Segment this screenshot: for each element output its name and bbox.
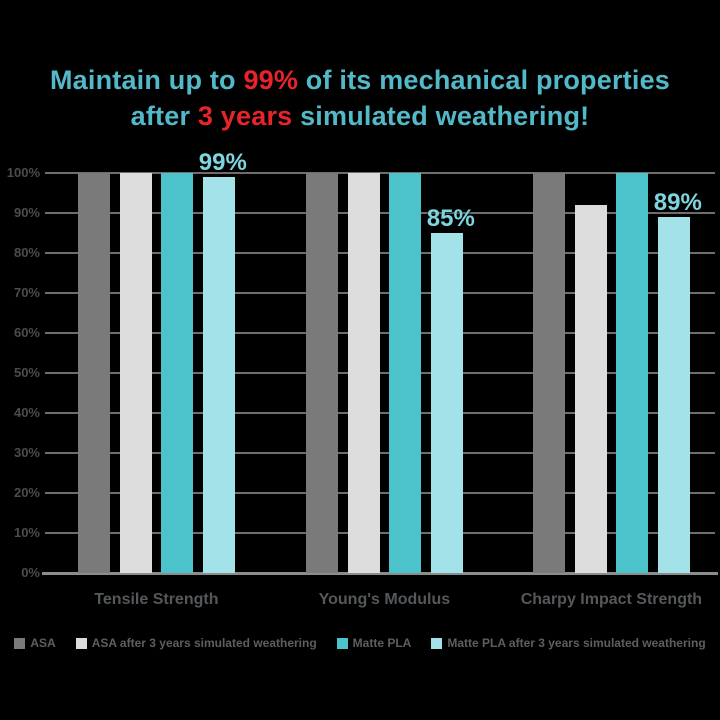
y-axis-tick-label: 40% bbox=[13, 405, 40, 420]
bar-series3-cat3 bbox=[616, 173, 649, 573]
y-axis-tick-label: 50% bbox=[13, 365, 40, 380]
y-axis-tick-label: 100% bbox=[6, 165, 40, 180]
y-axis-tick-label: 60% bbox=[13, 325, 40, 340]
category-label-2: Young's Modulus bbox=[318, 591, 451, 608]
y-axis-tick-label: 0% bbox=[21, 565, 40, 580]
legend-label: ASA bbox=[30, 636, 56, 650]
bar-series4-cat1 bbox=[202, 177, 235, 573]
y-axis-tick-label: 80% bbox=[13, 245, 40, 260]
legend-swatch-icon bbox=[14, 637, 26, 649]
gridline-80 bbox=[45, 252, 715, 254]
title-highlight-99: 99% bbox=[243, 65, 299, 95]
legend-label: Matte PLA after 3 years simulated weathe… bbox=[447, 636, 706, 650]
title-text: Maintain up to bbox=[49, 65, 244, 95]
gridline-90 bbox=[45, 212, 715, 214]
title-line-2: after 3 years simulated weathering! bbox=[0, 98, 720, 134]
gridline-70 bbox=[45, 292, 715, 294]
legend-swatch-icon bbox=[336, 637, 348, 649]
bar-series1-cat1 bbox=[78, 173, 110, 573]
gridline-20 bbox=[45, 492, 715, 494]
y-axis-tick-label: 90% bbox=[13, 205, 40, 220]
gridline-60 bbox=[45, 332, 715, 334]
bar-series4-cat3 bbox=[657, 217, 690, 573]
bar-series1-cat3 bbox=[533, 173, 565, 573]
title-highlight-3-years: 3 years bbox=[197, 101, 293, 131]
legend-swatch-icon bbox=[431, 637, 443, 649]
legend-swatch-icon bbox=[75, 637, 87, 649]
gridline-30 bbox=[45, 452, 715, 454]
y-axis-tick-label: 30% bbox=[13, 445, 40, 460]
title-line-1: Maintain up to 99% of its mechanical pro… bbox=[0, 62, 720, 98]
legend-item-1: ASA bbox=[14, 636, 56, 650]
title-text: of its mechanical properties bbox=[298, 65, 671, 95]
gridline-10 bbox=[45, 532, 715, 534]
legend-label: Matte PLA bbox=[352, 636, 412, 650]
legend-label: ASA after 3 years simulated weathering bbox=[91, 636, 317, 650]
legend-item-4: Matte PLA after 3 years simulated weathe… bbox=[431, 636, 706, 650]
bar-series1-cat2 bbox=[306, 173, 338, 573]
plot-area: 0% 10% 20% 30% 40% 50% 60% 70% 80% 90% 100% 99% Tens… bbox=[7, 149, 718, 608]
category-label-1: Tensile Strength bbox=[94, 591, 219, 608]
bar-series2-cat2 bbox=[347, 173, 380, 573]
gridline-50 bbox=[45, 372, 715, 374]
title-text: after bbox=[130, 101, 198, 131]
category-label-3: Charpy Impact Strength bbox=[520, 591, 703, 608]
chart-title: Maintain up to 99% of its mechanical pro… bbox=[0, 62, 720, 134]
bar-series3-cat2 bbox=[389, 173, 422, 573]
legend-item-2: ASA after 3 years simulated weathering bbox=[75, 636, 317, 650]
bar-series3-cat1 bbox=[161, 173, 194, 573]
value-label-99pct: 99% bbox=[198, 149, 247, 176]
value-label-85pct: 85% bbox=[426, 205, 475, 232]
gridline-40 bbox=[45, 412, 715, 414]
x-axis-line bbox=[42, 572, 718, 575]
y-axis-tick-label: 20% bbox=[13, 485, 40, 500]
bar-series2-cat3 bbox=[574, 205, 607, 573]
legend: ASA ASA after 3 years simulated weatherin… bbox=[0, 636, 720, 650]
y-axis-tick-label: 10% bbox=[13, 525, 40, 540]
bar-series2-cat1 bbox=[119, 173, 152, 573]
title-text: simulated weathering! bbox=[292, 101, 590, 131]
gridline-100 bbox=[45, 172, 715, 174]
bar-series4-cat2 bbox=[430, 233, 463, 573]
y-axis-tick-label: 70% bbox=[13, 285, 40, 300]
legend-item-3: Matte PLA bbox=[336, 636, 412, 650]
value-label-89pct: 89% bbox=[653, 189, 702, 216]
